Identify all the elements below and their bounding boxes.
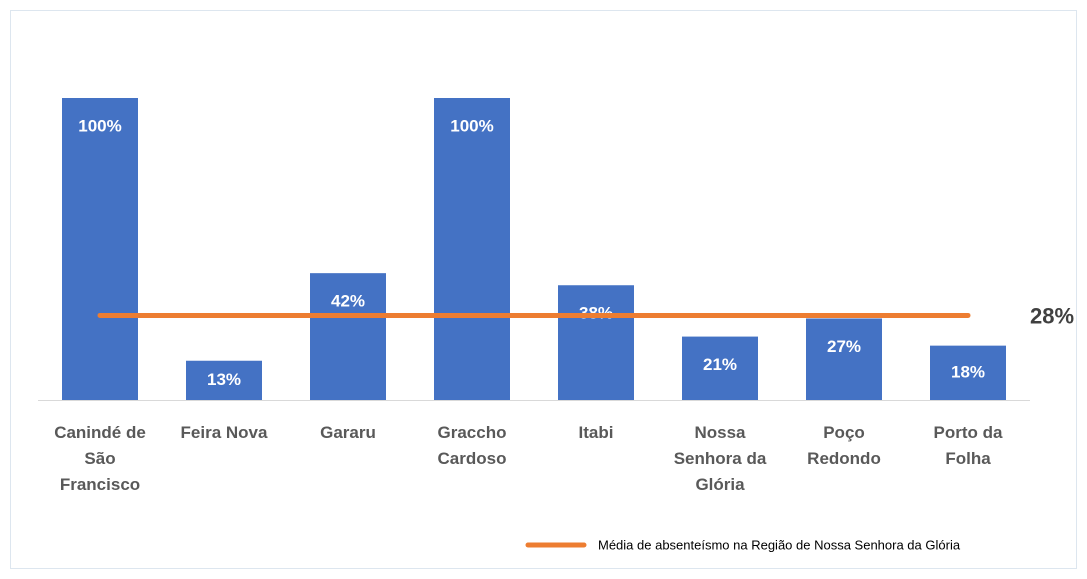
x-tick-label: Graccho Cardoso <box>437 423 507 468</box>
bar <box>62 98 138 400</box>
bar <box>186 360 262 400</box>
bar <box>558 285 634 400</box>
bar <box>310 273 386 400</box>
data-label: 21% <box>703 355 737 374</box>
x-tick-label: Canindé de São Francisco <box>54 423 146 494</box>
data-label: 27% <box>827 337 861 356</box>
data-label: 42% <box>331 292 365 311</box>
data-label: 100% <box>78 116 121 135</box>
x-tick-label: Itabi <box>578 423 614 442</box>
x-tick-label: Feira Nova <box>180 423 268 442</box>
data-label: 13% <box>207 370 241 389</box>
x-tick-label: Nossa Senhora da Glória <box>673 423 767 494</box>
chart-frame <box>10 10 1077 569</box>
bar <box>682 336 758 400</box>
bar <box>930 345 1006 400</box>
bar <box>434 98 510 400</box>
data-label: 18% <box>951 362 985 381</box>
x-tick-label: Gararu <box>320 423 376 442</box>
bar <box>806 318 882 400</box>
average-label: 28% <box>1030 303 1074 328</box>
legend-label: Média de absenteísmo na Região de Nossa … <box>598 537 961 552</box>
data-label: 100% <box>450 116 493 135</box>
x-tick-label: Porto da Folha <box>933 423 1003 468</box>
x-tick-label: Poço Redondo <box>807 423 881 468</box>
